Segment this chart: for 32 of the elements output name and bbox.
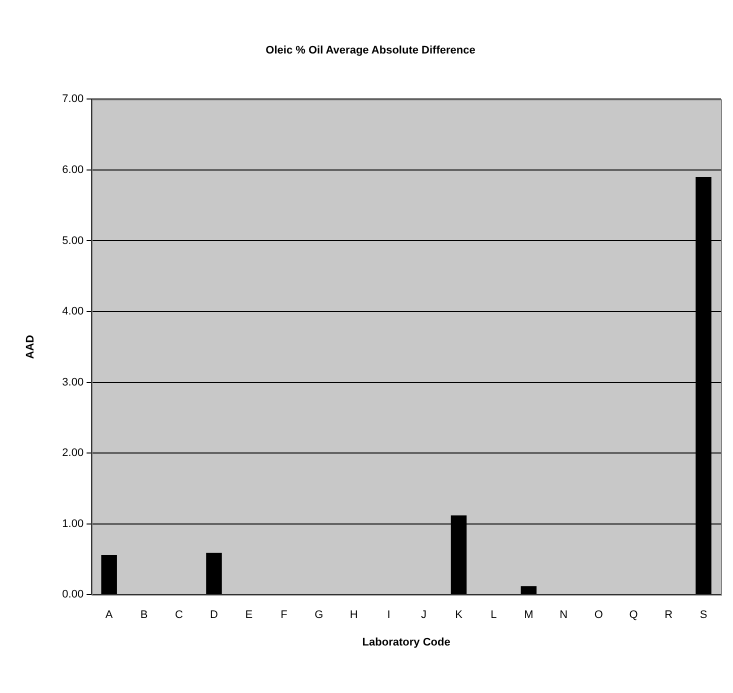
y-tick-label: 2.00 [62,447,84,460]
y-tick-label: 4.00 [62,306,84,318]
x-tick-label: I [387,609,390,622]
x-tick-label: K [455,609,464,622]
x-tick-label: L [490,609,497,622]
x-tick-label: C [175,609,184,622]
y-tick-label: 0.00 [62,588,84,601]
x-tick-label: O [594,609,604,622]
bar [206,552,222,594]
x-tick-label: G [314,609,324,622]
x-tick-label: S [700,609,708,622]
x-tick-label: H [350,609,358,622]
y-tick-label: 5.00 [62,234,84,247]
x-tick-label: A [105,609,114,622]
x-tick-label: R [664,609,673,622]
y-tick-label: 3.00 [62,376,84,388]
x-tick-label: M [524,609,534,622]
bar [101,554,117,594]
bar [520,586,537,594]
y-tick-label: 1.00 [62,518,84,530]
x-tick-label: B [140,609,148,622]
y-tick-label: 6.00 [62,164,84,176]
x-tick-label: J [421,609,427,622]
y-axis-title: AAD [24,334,37,359]
x-tick-label: E [245,609,253,622]
y-tick-label: 7.00 [62,93,84,106]
chart-title: Oleic % Oil Average Absolute Difference [266,44,476,57]
x-axis-title: Laboratory Code [362,636,450,648]
x-tick-label: Q [629,609,638,622]
x-tick-label: F [280,609,288,622]
x-tick-label: N [560,609,568,622]
x-tick-label: D [210,609,218,622]
